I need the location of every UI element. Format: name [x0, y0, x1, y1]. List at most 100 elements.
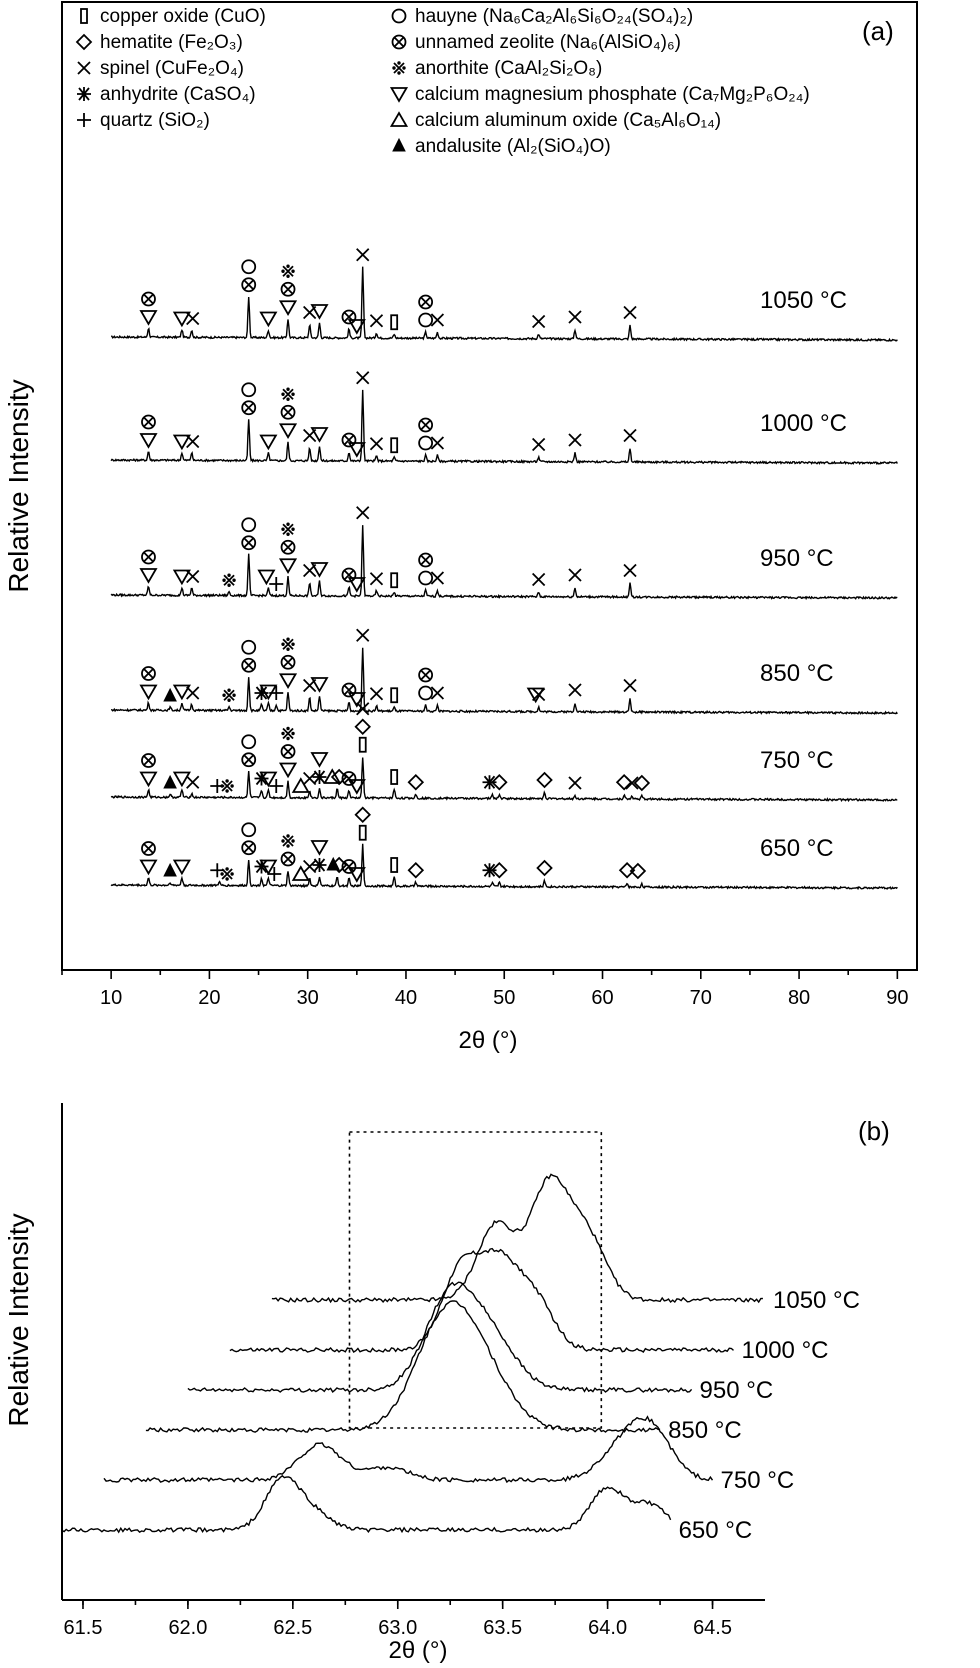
triangle-down-icon: [259, 684, 278, 701]
panel-a-phase-markers: [139, 248, 651, 883]
circle-cross-icon: [418, 667, 434, 683]
xrd-zoom-trace-1: [229, 1247, 734, 1353]
plus-icon: [267, 867, 282, 881]
temperature-label: 1000 °C: [742, 1337, 829, 1364]
cross-icon: [430, 686, 445, 700]
circle-cross-icon: [141, 753, 156, 768]
x-tick-label: 40: [395, 987, 417, 1009]
panel-b-label: (b): [858, 1116, 890, 1146]
triangle-down-icon: [278, 558, 298, 575]
circle-cross-icon: [280, 539, 296, 555]
panel-a-traces: [110, 266, 898, 891]
triangle-down-icon: [310, 304, 329, 320]
small-asterisk-icon: [220, 867, 234, 881]
panel-b-x-axis-label: 2θ (°): [389, 1637, 448, 1664]
x-tick-label: 63.5: [483, 1617, 522, 1639]
small-asterisk-icon: [222, 688, 236, 702]
triangle-down-icon: [310, 677, 329, 693]
rect-icon: [390, 687, 399, 704]
cross-icon: [186, 775, 200, 789]
panel-a-y-axis-label: Relative Intensity: [3, 379, 34, 592]
triangle-down-icon: [139, 310, 158, 326]
xrd-trace-5: [110, 843, 898, 891]
triangle-down-icon: [172, 311, 191, 328]
circle-icon: [418, 435, 434, 451]
circle-cross-icon: [341, 682, 357, 698]
triangle-down-icon: [139, 771, 158, 788]
circle-cross-icon: [341, 309, 357, 325]
x-tick-label: 63.0: [378, 1617, 417, 1639]
triangle-down-icon: [347, 867, 366, 883]
cross-icon: [77, 61, 91, 75]
legend-entry-label: andalusite (Al₂(SiO₄)O): [415, 136, 611, 157]
triangle-down-icon: [172, 569, 191, 586]
small-asterisk-icon: [281, 726, 295, 741]
legend-entry-label: spinel (CuFe₂O₄): [100, 58, 244, 79]
x-tick-label: 70: [690, 987, 712, 1009]
cross-icon: [369, 687, 384, 701]
circle-cross-icon: [418, 294, 434, 310]
legend-entry-label: hematite (Fe₂O₃): [100, 32, 243, 53]
cross-icon: [623, 563, 637, 578]
small-asterisk-icon: [222, 573, 236, 587]
legend-entry-label: hauyne (Na₆Ca₂Al₆Si₆O₂₄(SO₄)₂): [415, 6, 693, 27]
triangle-down-icon: [310, 840, 329, 856]
circle-icon: [241, 382, 257, 398]
circle-cross-icon: [280, 654, 296, 670]
cross-icon: [532, 437, 546, 452]
triangle-down-icon: [347, 577, 366, 593]
panel-a-frame: [61, 1, 918, 971]
triangle-down-icon: [139, 568, 158, 584]
cross-icon: [623, 678, 637, 693]
temperature-label: 650 °C: [679, 1517, 753, 1544]
triangle-up-icon: [291, 865, 310, 881]
diamond-icon: [491, 861, 508, 879]
cross-icon: [303, 859, 317, 874]
x-tick-label: 20: [198, 987, 220, 1009]
x-tick-label: 10: [100, 987, 122, 1009]
rect-icon: [358, 736, 367, 753]
small-asterisk-icon: [281, 637, 295, 651]
triangle-down-icon: [310, 562, 329, 578]
circle-cross-icon: [141, 291, 156, 307]
legend-entry-label: quartz (SiO₂): [100, 110, 210, 131]
legend-entry-label: anhydrite (CaSO₄): [100, 84, 256, 105]
circle-cross-icon: [141, 414, 156, 430]
triangle-down-icon: [172, 771, 191, 788]
circle-cross-icon: [280, 404, 296, 420]
diamond-icon: [536, 859, 553, 877]
cross-icon: [186, 311, 200, 326]
triangle-down-icon: [347, 442, 366, 458]
xrd-zoom-trace-3: [145, 1300, 661, 1433]
cross-icon: [568, 433, 582, 447]
triangle-down-icon: [278, 762, 298, 779]
triangle-down-icon: [139, 684, 158, 701]
x-tick-label: 64.5: [693, 1617, 732, 1639]
panel-b-highlight-box: [348, 1131, 603, 1429]
plus-icon: [77, 113, 91, 127]
small-asterisk-icon: [281, 264, 295, 278]
panel-a-label: (a): [862, 16, 894, 46]
triangle-up-icon: [291, 777, 310, 793]
x-tick-label: 90: [886, 987, 908, 1009]
circle-cross-icon: [141, 666, 156, 681]
triangle-down-icon: [278, 423, 298, 440]
temperature-label: 750 °C: [760, 747, 834, 774]
diamond-icon: [629, 862, 647, 880]
xrd-trace-0: [111, 266, 898, 342]
small-asterisk-icon: [281, 834, 295, 848]
circle-cross-icon: [241, 400, 257, 416]
cross-icon: [186, 434, 200, 449]
triangle-down-icon: [278, 300, 298, 317]
circle-cross-icon: [241, 752, 257, 768]
cross-icon: [532, 314, 546, 329]
x-tick-label: 62.0: [168, 1617, 207, 1639]
x-tick-label: 50: [493, 987, 515, 1009]
plus-icon: [269, 577, 284, 591]
panel-a-legend: copper oxide (CuO) hematite (Fe₂O₃) spinel…: [75, 6, 810, 157]
temperature-label: 750 °C: [721, 1467, 795, 1494]
triangle-down-icon: [259, 434, 278, 451]
temperature-label: 850 °C: [760, 660, 834, 687]
xrd-zoom-trace-5: [61, 1474, 672, 1534]
